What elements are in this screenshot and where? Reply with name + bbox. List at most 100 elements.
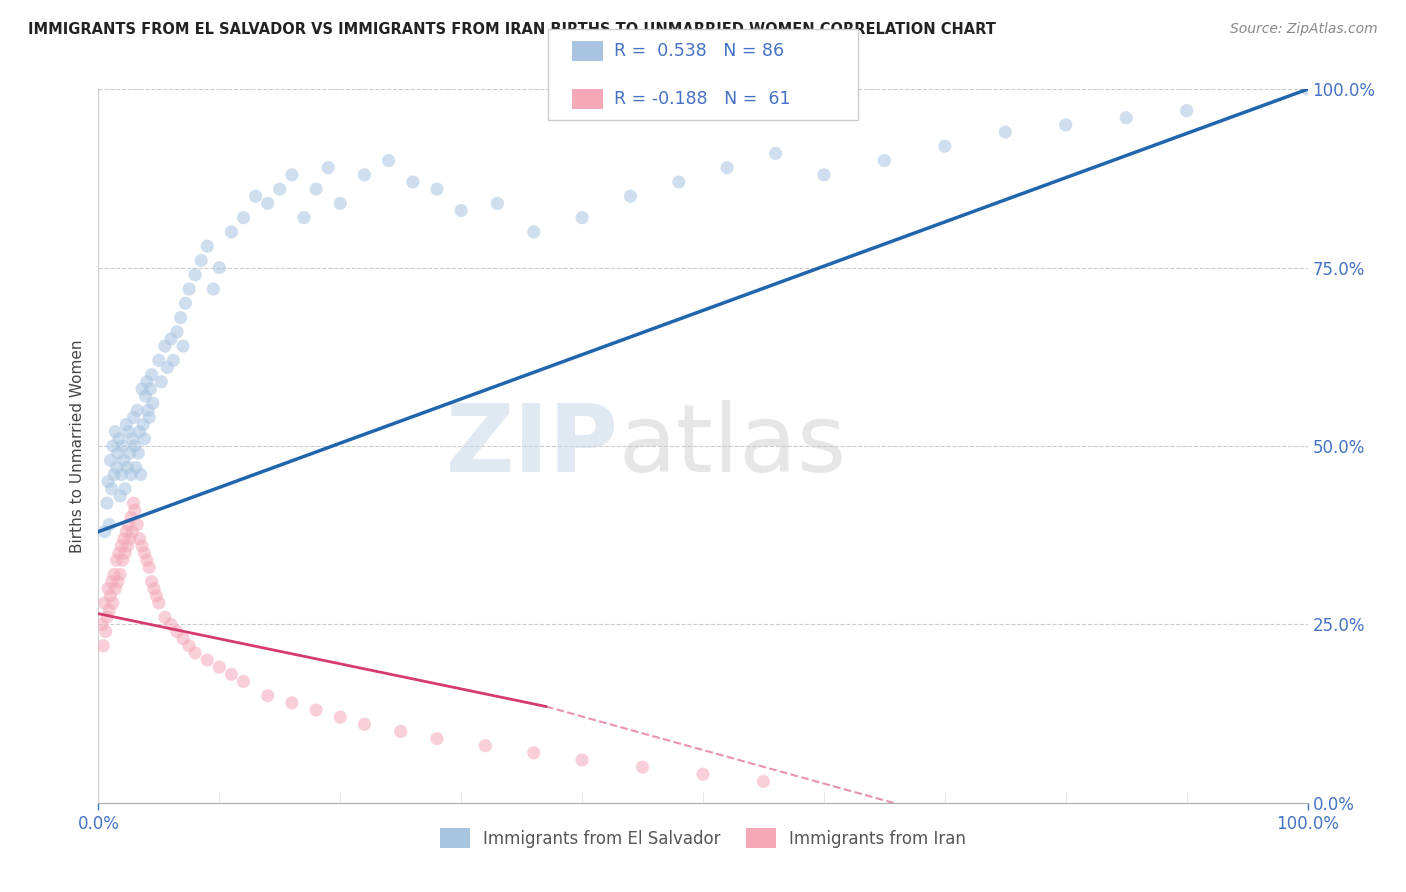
Point <box>450 203 472 218</box>
Point <box>118 532 141 546</box>
Point <box>111 553 134 567</box>
Point <box>148 596 170 610</box>
Legend: Immigrants from El Salvador, Immigrants from Iran: Immigrants from El Salvador, Immigrants … <box>433 822 973 855</box>
Point <box>138 560 160 574</box>
Point <box>132 417 155 432</box>
Text: IMMIGRANTS FROM EL SALVADOR VS IMMIGRANTS FROM IRAN BIRTHS TO UNMARRIED WOMEN CO: IMMIGRANTS FROM EL SALVADOR VS IMMIGRANT… <box>28 22 995 37</box>
Point <box>108 546 131 560</box>
Point <box>134 432 156 446</box>
Point <box>353 168 375 182</box>
Point <box>124 439 146 453</box>
Point <box>118 446 141 460</box>
Point <box>110 539 132 553</box>
Point <box>115 417 138 432</box>
Point <box>105 553 128 567</box>
Point <box>101 596 124 610</box>
Point <box>141 368 163 382</box>
Point <box>112 453 135 467</box>
Point <box>138 410 160 425</box>
Point <box>100 482 122 496</box>
Point <box>668 175 690 189</box>
Point <box>91 617 114 632</box>
Point <box>281 696 304 710</box>
Point <box>179 639 201 653</box>
Point <box>389 724 412 739</box>
Point <box>103 467 125 482</box>
Point <box>117 539 139 553</box>
Point <box>329 710 352 724</box>
Point <box>716 161 738 175</box>
Point <box>94 624 117 639</box>
Point <box>752 774 775 789</box>
Point <box>316 161 339 175</box>
Point <box>377 153 399 168</box>
Point <box>135 553 157 567</box>
Point <box>1175 103 1198 118</box>
Point <box>162 353 184 368</box>
Point <box>98 603 121 617</box>
Point <box>100 574 122 589</box>
Point <box>208 260 231 275</box>
Point <box>174 296 197 310</box>
Text: Source: ZipAtlas.com: Source: ZipAtlas.com <box>1230 22 1378 37</box>
Point <box>172 632 194 646</box>
Point <box>131 539 153 553</box>
Text: ZIP: ZIP <box>446 400 619 492</box>
Point <box>97 475 120 489</box>
Point <box>994 125 1017 139</box>
Point <box>108 432 131 446</box>
Point <box>118 517 141 532</box>
Point <box>195 239 218 253</box>
Point <box>122 496 145 510</box>
Point <box>150 375 173 389</box>
Point <box>129 467 152 482</box>
Point <box>329 196 352 211</box>
Point <box>148 353 170 368</box>
Point <box>114 482 136 496</box>
Point <box>692 767 714 781</box>
Point <box>269 182 291 196</box>
Point <box>256 689 278 703</box>
Point <box>107 446 129 460</box>
Point <box>110 467 132 482</box>
Point <box>202 282 225 296</box>
Point <box>104 425 127 439</box>
Point <box>96 610 118 624</box>
Point <box>93 596 115 610</box>
Point <box>426 182 449 196</box>
Point <box>134 546 156 560</box>
Point <box>474 739 496 753</box>
Point <box>143 582 166 596</box>
Point <box>619 189 641 203</box>
Point <box>523 746 546 760</box>
Point <box>128 532 150 546</box>
Point <box>136 403 159 417</box>
Point <box>127 517 149 532</box>
Point <box>195 653 218 667</box>
Point <box>98 517 121 532</box>
Point <box>873 153 896 168</box>
Point <box>353 717 375 731</box>
Point <box>184 268 207 282</box>
Point <box>156 360 179 375</box>
Point <box>1054 118 1077 132</box>
Point <box>139 382 162 396</box>
Point <box>184 646 207 660</box>
Point <box>104 582 127 596</box>
Point <box>97 582 120 596</box>
Point <box>934 139 956 153</box>
Point <box>281 168 304 182</box>
Point <box>221 667 243 681</box>
Point <box>305 182 328 196</box>
Point <box>169 310 191 325</box>
Point <box>121 432 143 446</box>
Text: atlas: atlas <box>619 400 846 492</box>
Point <box>190 253 212 268</box>
Point <box>100 589 122 603</box>
Point <box>232 674 254 689</box>
Text: R =  0.538   N = 86: R = 0.538 N = 86 <box>614 42 785 60</box>
Point <box>131 382 153 396</box>
Point <box>114 546 136 560</box>
Point <box>121 524 143 539</box>
Point <box>108 567 131 582</box>
